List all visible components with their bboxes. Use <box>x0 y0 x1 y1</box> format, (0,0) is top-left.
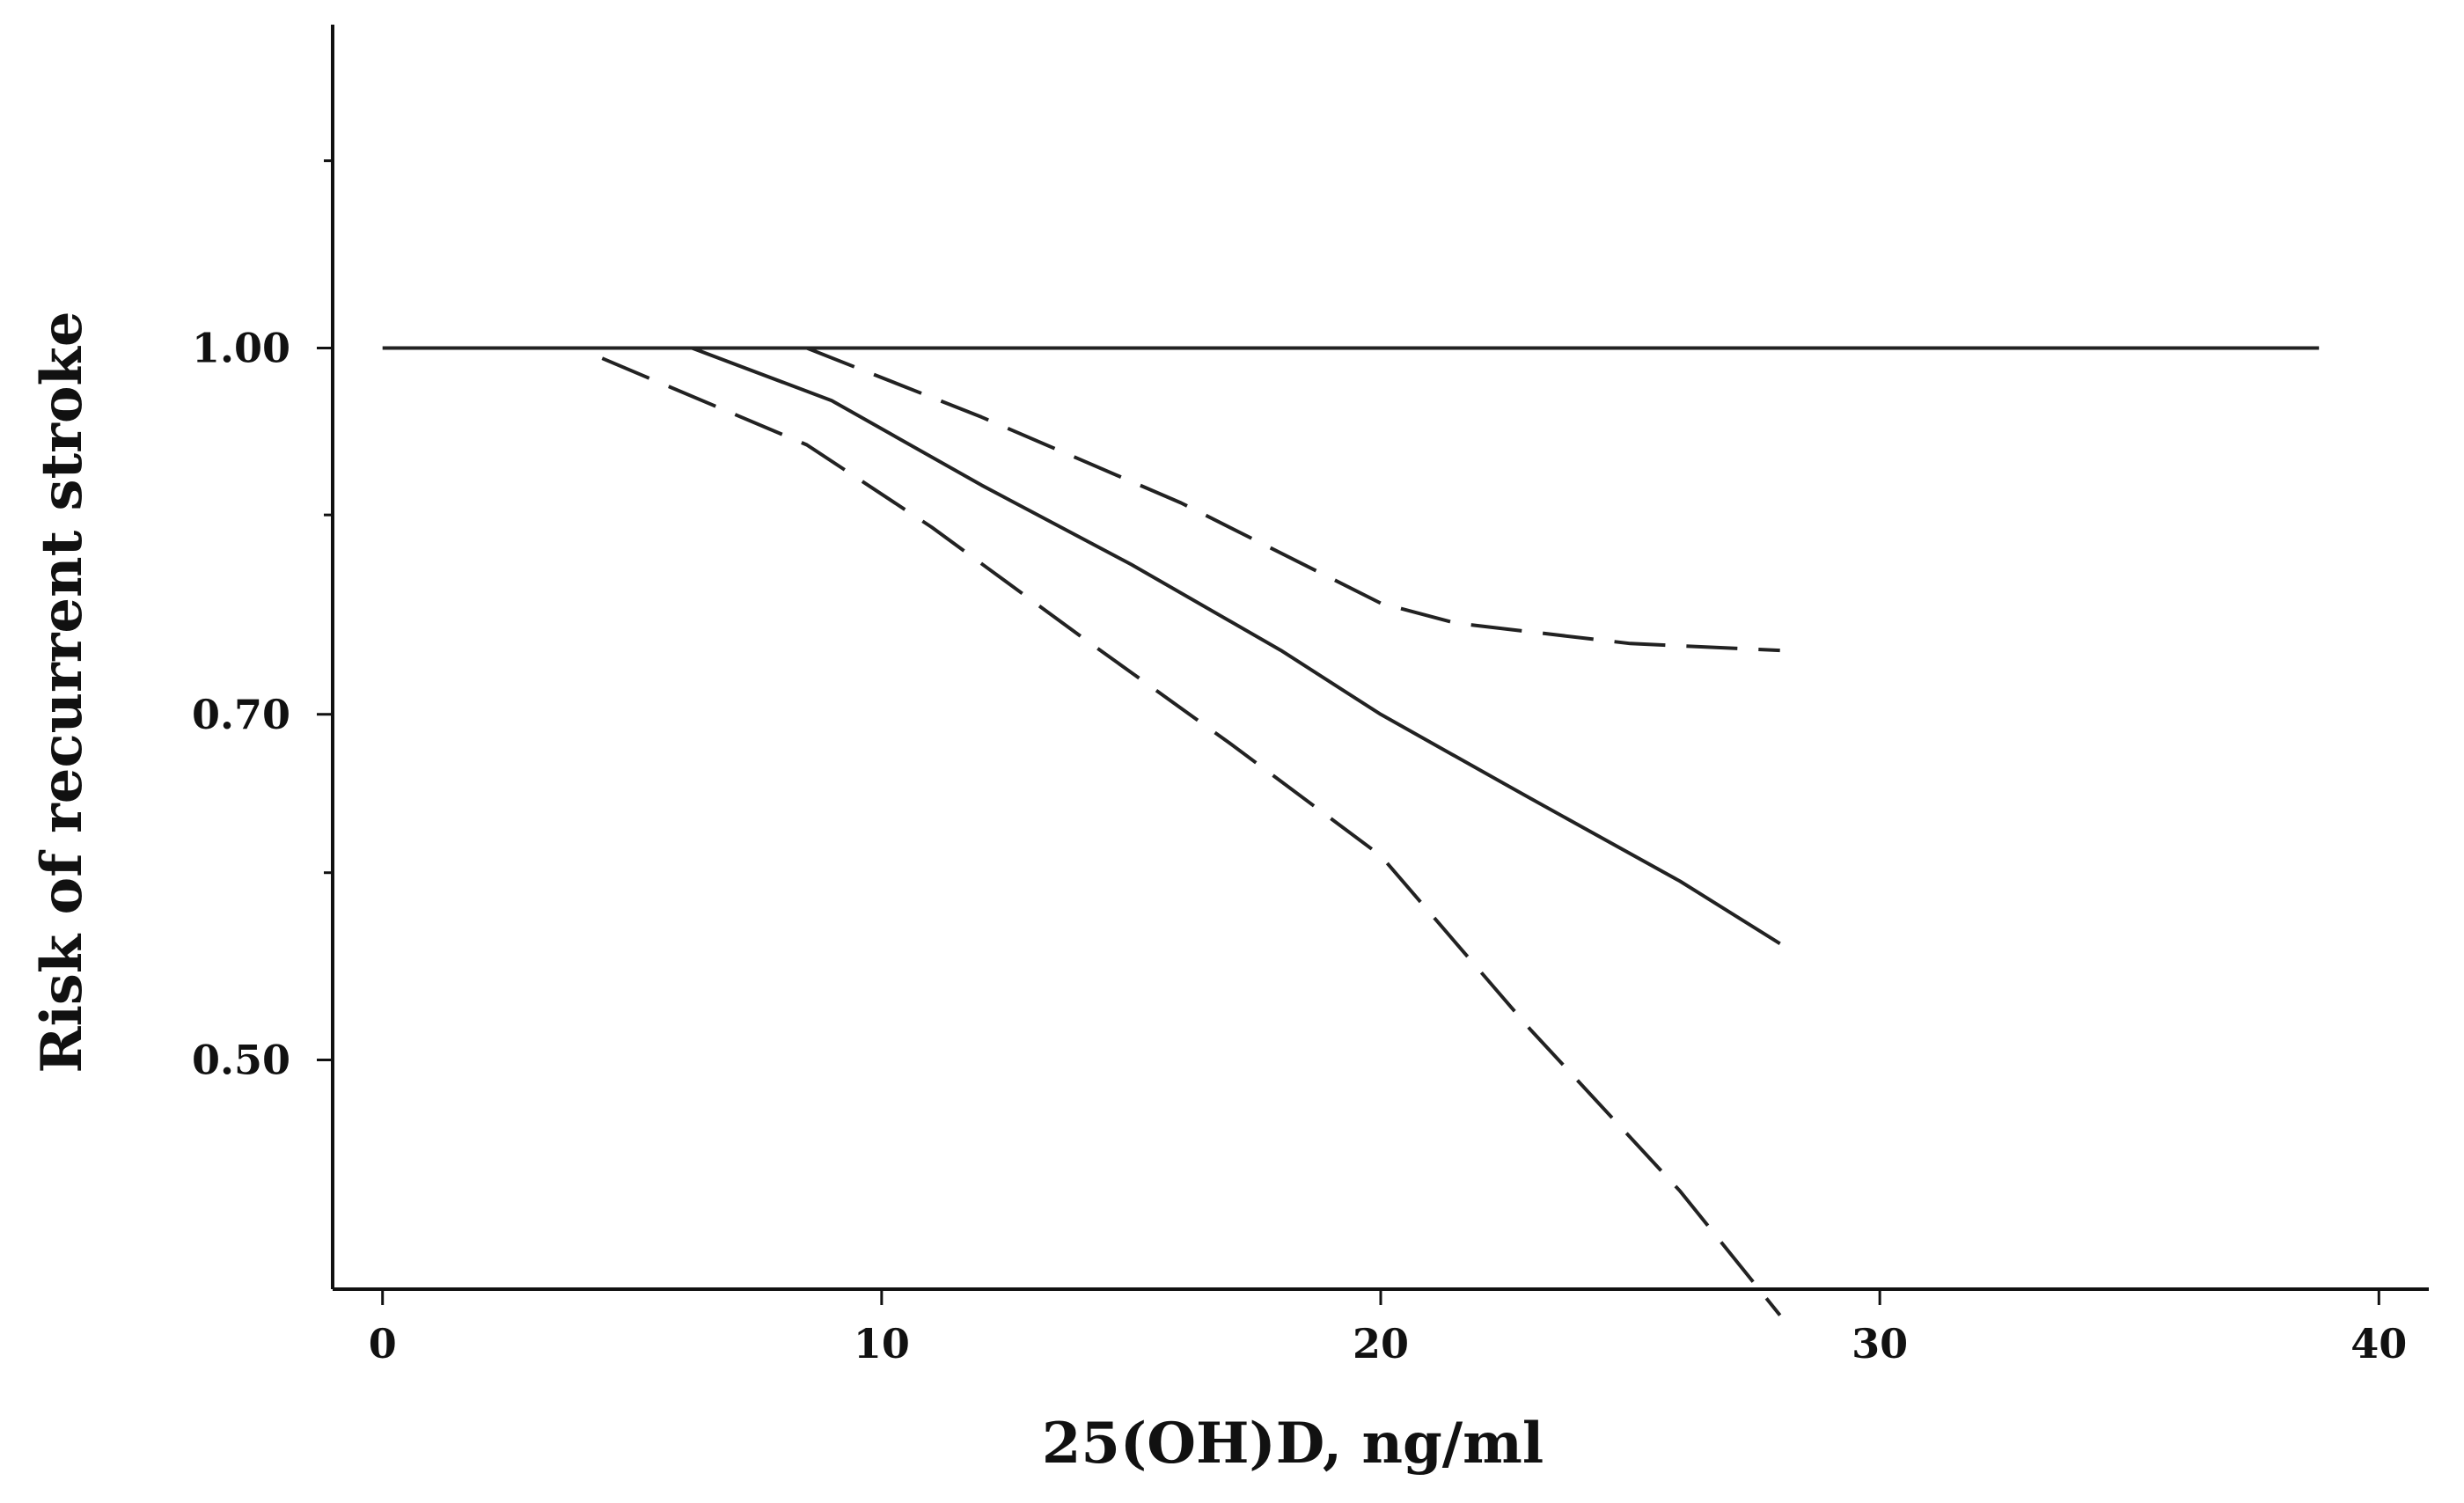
x-axis-title: 25(OH)D, ng/ml <box>1042 1411 1544 1477</box>
x-tick-label: 20 <box>1353 1320 1409 1367</box>
series-line-estimate <box>691 346 1781 945</box>
x-tick-label: 30 <box>1852 1320 1908 1367</box>
y-tick-label: 0.70 <box>192 691 290 738</box>
plot-series <box>382 346 2320 1316</box>
x-tick-label: 10 <box>854 1320 910 1367</box>
plot-axes <box>331 25 2429 1291</box>
x-tick-label: 40 <box>2350 1320 2407 1367</box>
series-line-lower-ci <box>601 356 1782 1316</box>
y-axis-title: Risk of recurrent stroke <box>29 311 95 1073</box>
series-line-upper-ci <box>806 346 1780 653</box>
x-tick-label: 0 <box>369 1320 397 1367</box>
y-tick-label: 0.50 <box>192 1037 290 1084</box>
y-tick-label: 1.00 <box>192 324 290 371</box>
plot-ticks: 0 10 20 30 40 0.50 0.70 1.00 <box>192 159 2407 1367</box>
